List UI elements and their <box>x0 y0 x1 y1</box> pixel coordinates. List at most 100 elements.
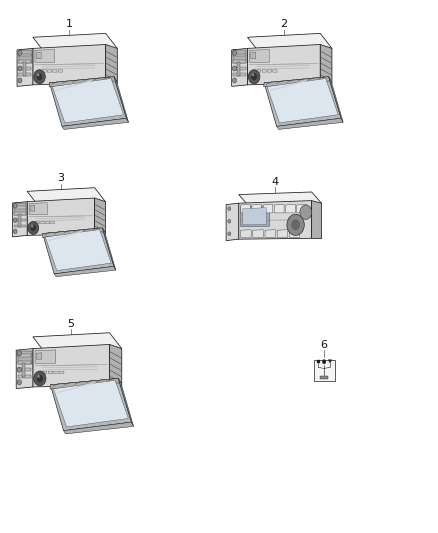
Polygon shape <box>14 213 25 215</box>
Polygon shape <box>47 70 52 72</box>
Polygon shape <box>33 34 117 52</box>
Circle shape <box>18 50 22 55</box>
Polygon shape <box>264 77 341 126</box>
Polygon shape <box>42 70 46 72</box>
Circle shape <box>291 219 300 231</box>
Polygon shape <box>95 198 106 235</box>
Polygon shape <box>36 353 42 359</box>
Circle shape <box>251 73 254 76</box>
Polygon shape <box>106 44 117 84</box>
Polygon shape <box>110 344 122 386</box>
Circle shape <box>248 70 260 84</box>
Polygon shape <box>18 53 31 56</box>
Polygon shape <box>54 371 58 374</box>
Circle shape <box>233 66 237 71</box>
Polygon shape <box>240 230 251 237</box>
Polygon shape <box>263 205 273 213</box>
Polygon shape <box>233 73 246 76</box>
Circle shape <box>36 72 43 81</box>
Bar <box>317 360 320 364</box>
Polygon shape <box>36 52 41 59</box>
Polygon shape <box>48 371 53 374</box>
Circle shape <box>17 351 21 356</box>
Circle shape <box>300 205 312 220</box>
Polygon shape <box>30 205 35 211</box>
Polygon shape <box>240 205 251 213</box>
Polygon shape <box>247 44 320 85</box>
Polygon shape <box>118 378 134 426</box>
Circle shape <box>18 78 22 83</box>
Polygon shape <box>226 203 239 240</box>
Polygon shape <box>233 53 246 56</box>
Circle shape <box>31 224 33 228</box>
Polygon shape <box>29 203 47 214</box>
Polygon shape <box>233 67 246 69</box>
Polygon shape <box>274 205 284 213</box>
Polygon shape <box>328 360 332 364</box>
Polygon shape <box>268 70 272 72</box>
Polygon shape <box>232 49 247 86</box>
Polygon shape <box>49 77 117 87</box>
Text: 4: 4 <box>272 176 279 187</box>
Circle shape <box>13 229 17 233</box>
Circle shape <box>36 374 43 383</box>
Polygon shape <box>13 201 27 237</box>
Polygon shape <box>17 49 33 86</box>
Polygon shape <box>18 214 21 227</box>
Polygon shape <box>14 206 25 209</box>
Polygon shape <box>53 78 124 123</box>
Polygon shape <box>237 62 240 76</box>
Circle shape <box>322 360 326 364</box>
Polygon shape <box>60 371 64 374</box>
Circle shape <box>287 214 304 236</box>
Polygon shape <box>297 205 307 213</box>
Polygon shape <box>320 44 332 84</box>
Circle shape <box>233 78 237 83</box>
Polygon shape <box>27 198 95 236</box>
Polygon shape <box>50 378 121 389</box>
Polygon shape <box>273 70 277 72</box>
Polygon shape <box>35 50 55 62</box>
Text: 5: 5 <box>68 319 74 329</box>
Polygon shape <box>240 206 269 227</box>
Polygon shape <box>243 208 266 225</box>
Polygon shape <box>33 44 106 85</box>
Polygon shape <box>18 354 31 357</box>
Polygon shape <box>239 200 311 239</box>
Polygon shape <box>18 351 32 364</box>
Text: 1: 1 <box>66 19 73 29</box>
Polygon shape <box>102 228 116 270</box>
Polygon shape <box>35 221 39 224</box>
Polygon shape <box>42 228 105 237</box>
Polygon shape <box>262 70 266 72</box>
Polygon shape <box>16 349 33 389</box>
Polygon shape <box>41 221 45 224</box>
Bar <box>320 376 328 378</box>
Polygon shape <box>267 78 338 123</box>
Polygon shape <box>58 70 62 72</box>
Circle shape <box>34 371 46 386</box>
Circle shape <box>13 204 17 208</box>
Polygon shape <box>18 67 31 69</box>
Polygon shape <box>33 344 110 387</box>
Polygon shape <box>14 224 25 227</box>
Polygon shape <box>54 266 116 277</box>
Polygon shape <box>233 60 246 63</box>
Bar <box>314 360 335 381</box>
Circle shape <box>233 50 237 55</box>
Circle shape <box>37 73 39 76</box>
Polygon shape <box>33 333 122 353</box>
Circle shape <box>228 232 231 236</box>
Polygon shape <box>18 368 31 371</box>
Polygon shape <box>247 34 332 52</box>
Polygon shape <box>257 70 261 72</box>
Polygon shape <box>264 77 331 87</box>
Circle shape <box>13 218 17 223</box>
Polygon shape <box>253 230 263 237</box>
Polygon shape <box>18 361 31 364</box>
Polygon shape <box>252 205 261 213</box>
Circle shape <box>17 367 21 373</box>
Text: 3: 3 <box>57 173 64 183</box>
Polygon shape <box>18 375 31 378</box>
Polygon shape <box>289 230 300 237</box>
